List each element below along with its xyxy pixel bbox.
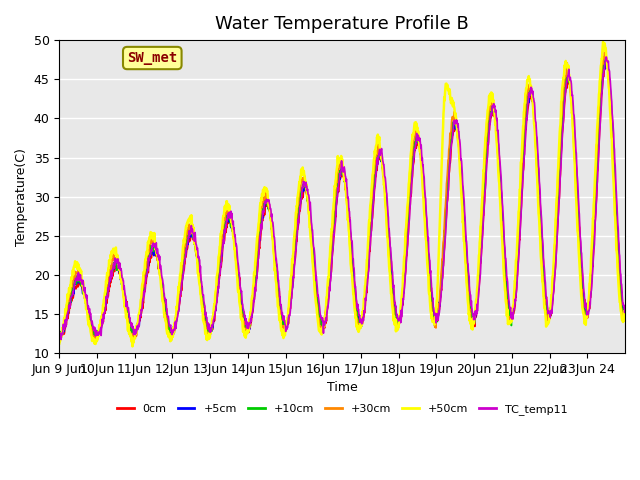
+10cm — [122, 305, 130, 311]
+50cm — [296, 180, 303, 186]
+5cm — [296, 199, 303, 204]
TC_temp11 — [308, 219, 316, 225]
TC_temp11 — [58, 336, 65, 342]
0cm — [100, 319, 108, 325]
+50cm — [99, 302, 107, 308]
+50cm — [599, 39, 607, 45]
+10cm — [296, 201, 303, 207]
+10cm — [621, 312, 629, 318]
+30cm — [621, 312, 629, 318]
TC_temp11 — [123, 299, 131, 305]
+5cm — [317, 323, 325, 329]
+30cm — [378, 158, 385, 164]
+10cm — [602, 54, 610, 60]
Line: +30cm: +30cm — [60, 52, 625, 343]
+50cm — [621, 309, 629, 314]
TC_temp11 — [56, 328, 63, 334]
Line: TC_temp11: TC_temp11 — [60, 57, 625, 339]
+10cm — [307, 227, 315, 232]
+30cm — [123, 308, 131, 314]
+10cm — [99, 313, 107, 319]
+30cm — [317, 327, 325, 333]
0cm — [621, 310, 629, 315]
+5cm — [308, 229, 316, 235]
TC_temp11 — [296, 204, 303, 210]
Title: Water Temperature Profile B: Water Temperature Profile B — [215, 15, 469, 33]
TC_temp11 — [317, 315, 325, 321]
+30cm — [602, 49, 609, 55]
0cm — [93, 336, 101, 342]
Text: SW_met: SW_met — [127, 51, 177, 65]
0cm — [603, 58, 611, 63]
+5cm — [56, 332, 63, 338]
+30cm — [308, 239, 316, 245]
Line: 0cm: 0cm — [60, 60, 625, 339]
+30cm — [56, 338, 63, 344]
0cm — [308, 232, 316, 238]
TC_temp11 — [602, 54, 610, 60]
0cm — [123, 303, 131, 309]
X-axis label: Time: Time — [327, 382, 358, 395]
Legend: 0cm, +5cm, +10cm, +30cm, +50cm, TC_temp11: 0cm, +5cm, +10cm, +30cm, +50cm, TC_temp1… — [113, 399, 572, 419]
+50cm — [129, 344, 136, 349]
+5cm — [100, 314, 108, 320]
+30cm — [296, 187, 303, 192]
Line: +5cm: +5cm — [60, 60, 625, 339]
0cm — [378, 154, 385, 160]
Y-axis label: Temperature(C): Temperature(C) — [15, 148, 28, 246]
0cm — [317, 322, 325, 327]
+10cm — [317, 320, 325, 326]
+50cm — [308, 241, 316, 247]
+30cm — [100, 313, 108, 319]
+5cm — [603, 57, 611, 62]
+30cm — [90, 340, 98, 346]
0cm — [296, 208, 303, 214]
+10cm — [56, 339, 63, 345]
Line: +50cm: +50cm — [60, 42, 625, 347]
+10cm — [378, 158, 385, 164]
+50cm — [122, 315, 130, 321]
+5cm — [123, 302, 131, 308]
0cm — [56, 334, 63, 339]
+50cm — [56, 341, 63, 347]
+5cm — [378, 155, 385, 160]
+50cm — [317, 332, 325, 337]
+5cm — [91, 336, 99, 342]
Line: +10cm: +10cm — [60, 57, 625, 342]
TC_temp11 — [378, 146, 385, 152]
+5cm — [621, 311, 629, 316]
+50cm — [378, 155, 385, 160]
TC_temp11 — [100, 311, 108, 317]
TC_temp11 — [621, 307, 629, 312]
